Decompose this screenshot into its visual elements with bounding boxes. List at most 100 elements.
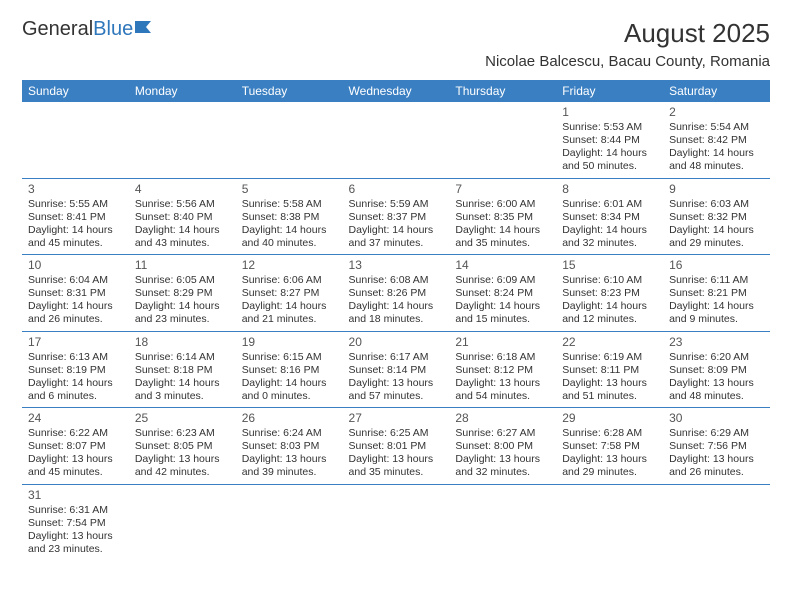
sunset-line: Sunset: 8:40 PM xyxy=(135,211,230,224)
calendar-cell: 3Sunrise: 5:55 AMSunset: 8:41 PMDaylight… xyxy=(22,178,129,255)
calendar-cell xyxy=(236,484,343,560)
sunrise-line: Sunrise: 5:55 AM xyxy=(28,198,123,211)
day-header: Friday xyxy=(556,80,663,102)
day-number: 28 xyxy=(455,411,550,426)
day-number: 20 xyxy=(349,335,444,350)
sunset-line: Sunset: 8:07 PM xyxy=(28,440,123,453)
day-number: 21 xyxy=(455,335,550,350)
sunset-line: Sunset: 8:16 PM xyxy=(242,364,337,377)
sunset-line: Sunset: 8:35 PM xyxy=(455,211,550,224)
day-number: 9 xyxy=(669,182,764,197)
daylight-line: Daylight: 13 hours and 23 minutes. xyxy=(28,530,123,556)
daylight-line: Daylight: 14 hours and 3 minutes. xyxy=(135,377,230,403)
calendar-row: 17Sunrise: 6:13 AMSunset: 8:19 PMDayligh… xyxy=(22,331,770,408)
daylight-line: Daylight: 14 hours and 9 minutes. xyxy=(669,300,764,326)
sunset-line: Sunset: 8:05 PM xyxy=(135,440,230,453)
calendar-cell: 7Sunrise: 6:00 AMSunset: 8:35 PMDaylight… xyxy=(449,178,556,255)
calendar-cell xyxy=(129,102,236,178)
sunrise-line: Sunrise: 6:03 AM xyxy=(669,198,764,211)
calendar-cell: 13Sunrise: 6:08 AMSunset: 8:26 PMDayligh… xyxy=(343,255,450,332)
daylight-line: Daylight: 14 hours and 48 minutes. xyxy=(669,147,764,173)
calendar-cell: 15Sunrise: 6:10 AMSunset: 8:23 PMDayligh… xyxy=(556,255,663,332)
calendar-cell: 26Sunrise: 6:24 AMSunset: 8:03 PMDayligh… xyxy=(236,408,343,485)
calendar-cell: 27Sunrise: 6:25 AMSunset: 8:01 PMDayligh… xyxy=(343,408,450,485)
calendar-cell: 29Sunrise: 6:28 AMSunset: 7:58 PMDayligh… xyxy=(556,408,663,485)
calendar-cell xyxy=(556,484,663,560)
calendar-cell: 16Sunrise: 6:11 AMSunset: 8:21 PMDayligh… xyxy=(663,255,770,332)
day-number: 3 xyxy=(28,182,123,197)
calendar-cell: 12Sunrise: 6:06 AMSunset: 8:27 PMDayligh… xyxy=(236,255,343,332)
daylight-line: Daylight: 14 hours and 6 minutes. xyxy=(28,377,123,403)
daylight-line: Daylight: 13 hours and 54 minutes. xyxy=(455,377,550,403)
page-title: August 2025 xyxy=(485,18,770,49)
calendar-cell: 6Sunrise: 5:59 AMSunset: 8:37 PMDaylight… xyxy=(343,178,450,255)
sunrise-line: Sunrise: 6:01 AM xyxy=(562,198,657,211)
day-number: 13 xyxy=(349,258,444,273)
daylight-line: Daylight: 14 hours and 45 minutes. xyxy=(28,224,123,250)
sunrise-line: Sunrise: 5:54 AM xyxy=(669,121,764,134)
sunrise-line: Sunrise: 6:24 AM xyxy=(242,427,337,440)
calendar-cell xyxy=(449,484,556,560)
sunrise-line: Sunrise: 6:17 AM xyxy=(349,351,444,364)
sunset-line: Sunset: 8:14 PM xyxy=(349,364,444,377)
calendar-cell: 11Sunrise: 6:05 AMSunset: 8:29 PMDayligh… xyxy=(129,255,236,332)
sunset-line: Sunset: 8:37 PM xyxy=(349,211,444,224)
sunset-line: Sunset: 7:54 PM xyxy=(28,517,123,530)
sunrise-line: Sunrise: 6:27 AM xyxy=(455,427,550,440)
sunrise-line: Sunrise: 6:00 AM xyxy=(455,198,550,211)
sunrise-line: Sunrise: 6:22 AM xyxy=(28,427,123,440)
sunrise-line: Sunrise: 6:20 AM xyxy=(669,351,764,364)
sunset-line: Sunset: 8:27 PM xyxy=(242,287,337,300)
sunrise-line: Sunrise: 6:05 AM xyxy=(135,274,230,287)
flag-icon xyxy=(135,18,157,41)
daylight-line: Daylight: 13 hours and 45 minutes. xyxy=(28,453,123,479)
sunset-line: Sunset: 8:18 PM xyxy=(135,364,230,377)
calendar-row: 31Sunrise: 6:31 AMSunset: 7:54 PMDayligh… xyxy=(22,484,770,560)
day-number: 23 xyxy=(669,335,764,350)
day-number: 16 xyxy=(669,258,764,273)
sunrise-line: Sunrise: 6:09 AM xyxy=(455,274,550,287)
sunrise-line: Sunrise: 6:04 AM xyxy=(28,274,123,287)
sunrise-line: Sunrise: 6:11 AM xyxy=(669,274,764,287)
sunset-line: Sunset: 8:24 PM xyxy=(455,287,550,300)
day-number: 18 xyxy=(135,335,230,350)
daylight-line: Daylight: 13 hours and 29 minutes. xyxy=(562,453,657,479)
sunset-line: Sunset: 8:31 PM xyxy=(28,287,123,300)
calendar-cell: 17Sunrise: 6:13 AMSunset: 8:19 PMDayligh… xyxy=(22,331,129,408)
sunrise-line: Sunrise: 5:53 AM xyxy=(562,121,657,134)
sunset-line: Sunset: 8:34 PM xyxy=(562,211,657,224)
daylight-line: Daylight: 13 hours and 42 minutes. xyxy=(135,453,230,479)
daylight-line: Daylight: 14 hours and 18 minutes. xyxy=(349,300,444,326)
sunrise-line: Sunrise: 5:59 AM xyxy=(349,198,444,211)
daylight-line: Daylight: 13 hours and 26 minutes. xyxy=(669,453,764,479)
daylight-line: Daylight: 14 hours and 21 minutes. xyxy=(242,300,337,326)
day-number: 6 xyxy=(349,182,444,197)
daylight-line: Daylight: 13 hours and 48 minutes. xyxy=(669,377,764,403)
day-number: 27 xyxy=(349,411,444,426)
calendar-cell: 24Sunrise: 6:22 AMSunset: 8:07 PMDayligh… xyxy=(22,408,129,485)
day-number: 17 xyxy=(28,335,123,350)
calendar-cell: 2Sunrise: 5:54 AMSunset: 8:42 PMDaylight… xyxy=(663,102,770,178)
sunset-line: Sunset: 8:19 PM xyxy=(28,364,123,377)
calendar-cell: 21Sunrise: 6:18 AMSunset: 8:12 PMDayligh… xyxy=(449,331,556,408)
sunset-line: Sunset: 8:01 PM xyxy=(349,440,444,453)
sunrise-line: Sunrise: 5:58 AM xyxy=(242,198,337,211)
calendar-cell: 20Sunrise: 6:17 AMSunset: 8:14 PMDayligh… xyxy=(343,331,450,408)
daylight-line: Daylight: 13 hours and 57 minutes. xyxy=(349,377,444,403)
daylight-line: Daylight: 13 hours and 35 minutes. xyxy=(349,453,444,479)
sunrise-line: Sunrise: 6:18 AM xyxy=(455,351,550,364)
logo-text-2: Blue xyxy=(93,18,133,41)
calendar-row: 3Sunrise: 5:55 AMSunset: 8:41 PMDaylight… xyxy=(22,178,770,255)
sunset-line: Sunset: 8:29 PM xyxy=(135,287,230,300)
calendar-cell: 10Sunrise: 6:04 AMSunset: 8:31 PMDayligh… xyxy=(22,255,129,332)
sunrise-line: Sunrise: 6:31 AM xyxy=(28,504,123,517)
calendar-cell xyxy=(343,484,450,560)
day-number: 22 xyxy=(562,335,657,350)
calendar-cell: 4Sunrise: 5:56 AMSunset: 8:40 PMDaylight… xyxy=(129,178,236,255)
daylight-line: Daylight: 14 hours and 32 minutes. xyxy=(562,224,657,250)
day-number: 2 xyxy=(669,105,764,120)
day-number: 14 xyxy=(455,258,550,273)
daylight-line: Daylight: 14 hours and 26 minutes. xyxy=(28,300,123,326)
day-number: 4 xyxy=(135,182,230,197)
daylight-line: Daylight: 14 hours and 35 minutes. xyxy=(455,224,550,250)
